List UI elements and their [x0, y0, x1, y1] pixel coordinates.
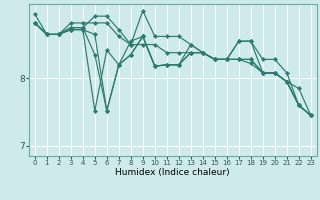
X-axis label: Humidex (Indice chaleur): Humidex (Indice chaleur) — [116, 168, 230, 177]
